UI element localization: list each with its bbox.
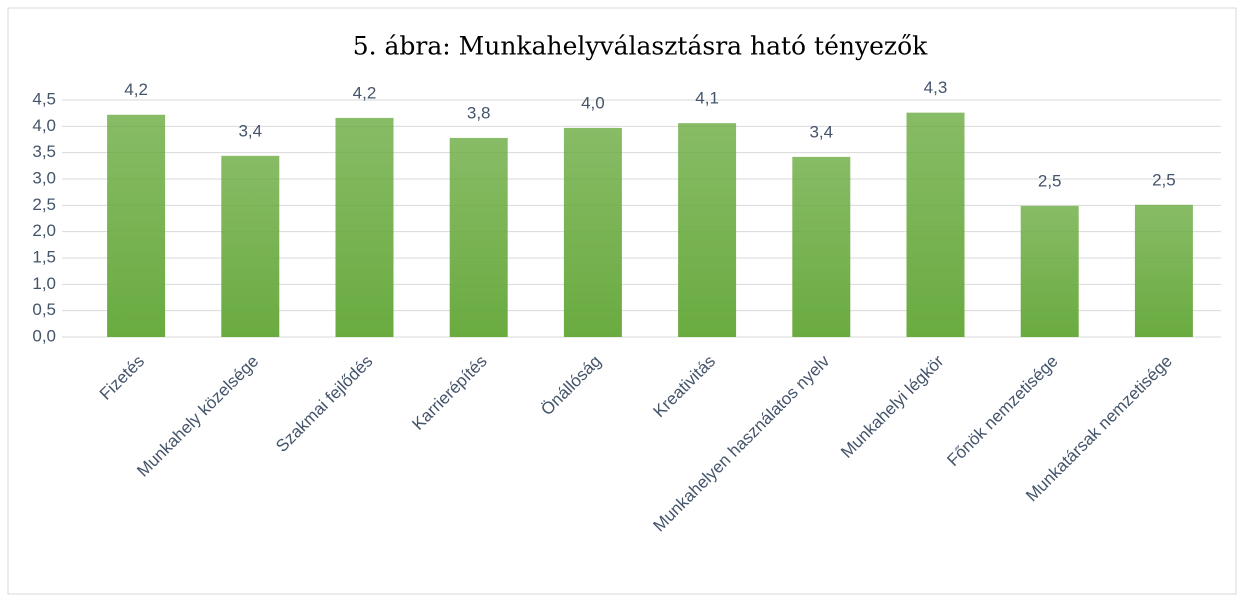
data-label: 2,5 [1038,171,1062,190]
bar [1134,204,1193,337]
bar [678,123,737,337]
data-label: 3,8 [467,103,491,122]
y-tick-label: 0,5 [32,300,56,319]
y-tick-label: 1,0 [32,274,56,293]
y-tick-label: 4,5 [32,89,56,108]
bar [335,117,394,337]
y-tick-label: 4,0 [32,116,56,135]
y-tick-label: 3,5 [32,142,56,161]
y-tick-label: 0,0 [32,326,56,345]
data-label: 3,4 [238,121,262,140]
y-tick-label: 3,0 [32,168,56,187]
data-label: 4,0 [581,93,605,112]
data-label: 4,2 [353,83,377,102]
data-label: 2,5 [1152,170,1176,189]
bar [449,137,508,337]
bar [906,112,965,337]
data-label: 4,2 [124,80,148,99]
data-label: 4,1 [695,89,719,108]
data-label: 3,4 [809,122,833,141]
chart-title: 5. ábra: Munkahelyválasztásra ható ténye… [353,32,928,61]
y-tick-label: 2,5 [32,195,56,214]
y-tick-label: 1,5 [32,247,56,266]
bar [1020,205,1079,337]
bar [221,155,280,337]
bar [107,114,166,337]
y-tick-label: 2,0 [32,221,56,240]
data-label: 4,3 [924,78,948,97]
bar [563,127,622,337]
bar [792,156,851,337]
